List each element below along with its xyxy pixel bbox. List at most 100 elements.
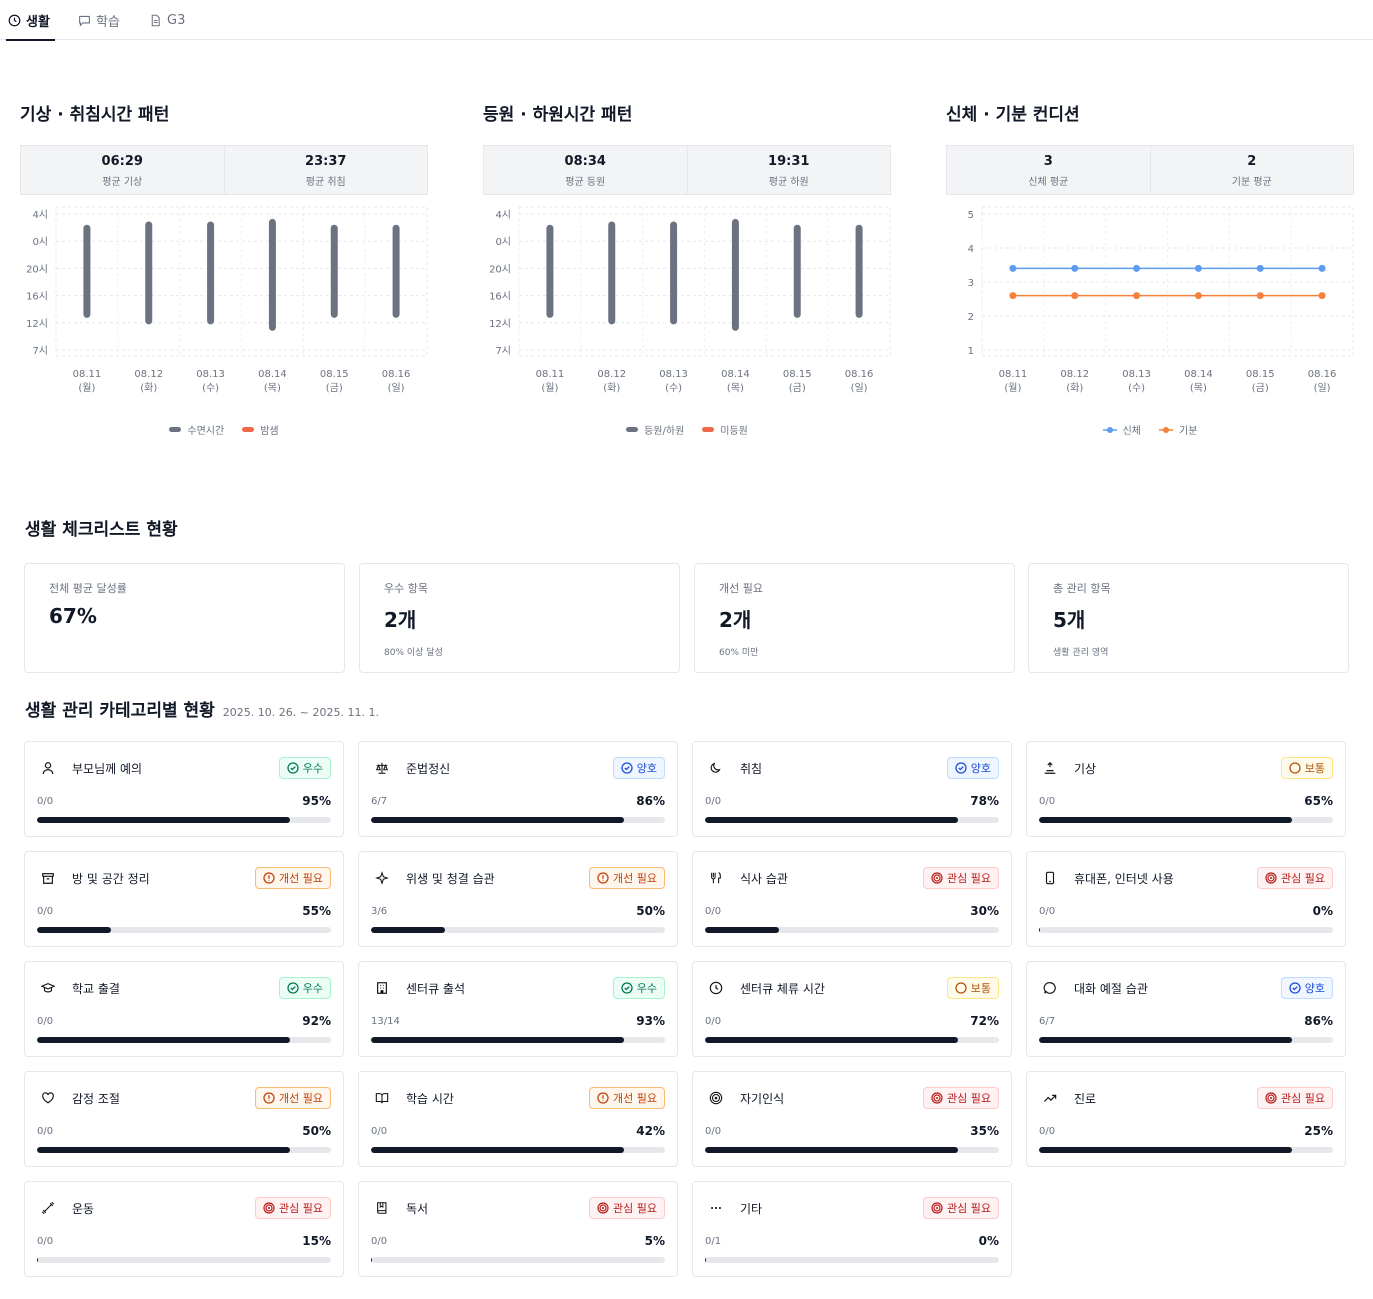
legend-label: 신체	[1122, 426, 1141, 437]
legend-swatch	[242, 427, 255, 432]
condition-chart: 5 4 3 2 1 08.11 (월) 08.12 (화) 08.13 (수) 08.14 (목) 08.…	[968, 206, 1354, 394]
tab-study[interactable]: 학습	[78, 0, 120, 40]
y-tick-label: 3	[968, 278, 974, 289]
category-percent: 55%	[302, 904, 331, 918]
progress-bar	[37, 927, 331, 933]
category-count: 0/0	[1039, 906, 1056, 917]
checklist-title: 생활 체크리스트 현황	[25, 520, 178, 540]
summary-item: 2 기분 평균	[1149, 146, 1354, 194]
category-count: 0/0	[37, 906, 54, 917]
x-tick-label-day: (월)	[78, 382, 95, 394]
data-point	[1194, 292, 1202, 300]
category-card[interactable]: 부모님께 예의 우수 0/0 95%	[24, 741, 344, 837]
x-tick-label: 08.11	[73, 369, 102, 380]
status-label: 관심 필요	[947, 1092, 991, 1105]
category-card[interactable]: 기타 관심 필요 0/1 0%	[692, 1181, 1012, 1277]
check-circle-icon	[287, 982, 299, 994]
data-point	[1133, 264, 1141, 272]
summary-label: 평균 취침	[305, 177, 346, 188]
y-tick-label: 12시	[489, 318, 511, 330]
category-name: 감정 조절	[72, 1092, 120, 1106]
tab-bar: 생활 학습 G3	[0, 0, 1373, 41]
x-tick-label: 08.14	[258, 369, 287, 380]
chart-legend: 수면시간 밤샘	[20, 422, 428, 437]
tab-g3[interactable]: G3	[149, 0, 185, 40]
stat-card-improve: 개선 필요 2개 60% 미만	[694, 563, 1015, 673]
status-badge: 관심 필요	[589, 1197, 665, 1219]
category-card[interactable]: 휴대폰, 인터넷 사용 관심 필요 0/0 0%	[1026, 851, 1346, 947]
phone-icon	[1041, 869, 1059, 887]
category-percent: 50%	[636, 904, 665, 918]
category-name: 자기인식	[740, 1092, 785, 1106]
progress-bar	[1039, 1037, 1333, 1043]
category-count: 0/0	[371, 1236, 388, 1247]
progress-fill	[37, 1037, 290, 1043]
y-tick-label: 7시	[495, 345, 511, 357]
category-name: 진로	[1074, 1092, 1097, 1106]
progress-bar	[1039, 927, 1333, 933]
progress-bar	[371, 1037, 665, 1043]
progress-bar	[1039, 817, 1333, 823]
legend-marker	[1159, 426, 1173, 433]
summary-item: 08:34 평균 등원	[484, 146, 687, 194]
status-label: 관심 필요	[947, 872, 991, 885]
moon-icon	[707, 759, 725, 777]
category-card[interactable]: 기상 보통 0/0 65%	[1026, 741, 1346, 837]
category-card[interactable]: 학교 출결 우수 0/0 92%	[24, 961, 344, 1057]
stat-card-average: 전체 평균 달성률 67%	[24, 563, 345, 673]
category-card[interactable]: 대화 예절 습관 양호 6/7 86%	[1026, 961, 1346, 1057]
progress-fill	[705, 927, 779, 933]
alert-circle-icon	[597, 1092, 609, 1104]
category-name: 부모님께 예의	[72, 762, 143, 776]
summary-item: 3 신체 평균	[947, 146, 1150, 194]
category-percent: 0%	[978, 1234, 999, 1248]
progress-bar	[37, 1257, 331, 1263]
status-label: 관심 필요	[1281, 1092, 1325, 1105]
summary-item: 06:29 평균 기상	[21, 146, 224, 194]
legend-item: 수면시간	[169, 422, 224, 437]
trending-up-icon	[1041, 1089, 1059, 1107]
category-percent: 50%	[302, 1124, 331, 1138]
progress-fill	[371, 1147, 624, 1153]
y-tick-label: 16시	[26, 291, 48, 303]
category-card[interactable]: 방 및 공간 정리 개선 필요 0/0 55%	[24, 851, 344, 947]
summary-box: 3 신체 평균 2 기분 평균	[946, 145, 1354, 195]
stat-sub: 생활 관리 영역	[1053, 648, 1109, 658]
x-tick-label-day: (일)	[388, 382, 405, 394]
category-card[interactable]: 준법정신 양호 6/7 86%	[358, 741, 678, 837]
category-card[interactable]: 감정 조절 개선 필요 0/0 50%	[24, 1071, 344, 1167]
status-badge: 보통	[946, 977, 999, 999]
attendance-chart: 4시 0시 20시 16시 12시 7시 08.11 (월) 08.12 (화) 08.13 (수) 0…	[489, 206, 891, 394]
category-card[interactable]: 위생 및 청결 습관 개선 필요 3/6 50%	[358, 851, 678, 947]
category-name: 휴대폰, 인터넷 사용	[1074, 872, 1174, 886]
category-card[interactable]: 학습 시간 개선 필요 0/0 42%	[358, 1071, 678, 1167]
alert-circle-icon	[263, 872, 275, 884]
category-card[interactable]: 센터큐 체류 시간 보통 0/0 72%	[692, 961, 1012, 1057]
progress-bar	[371, 1257, 665, 1263]
summary-value: 2	[1247, 154, 1257, 169]
category-card[interactable]: 운동 관심 필요 0/0 15%	[24, 1181, 344, 1277]
x-tick-label-day: (월)	[1004, 382, 1021, 394]
y-tick-label: 0시	[495, 236, 511, 248]
progress-fill	[1039, 817, 1292, 823]
category-card[interactable]: 독서 관심 필요 0/0 5%	[358, 1181, 678, 1277]
category-name: 센터큐 출석	[406, 982, 466, 996]
x-tick-label: 08.15	[320, 369, 349, 380]
category-card[interactable]: 식사 습관 관심 필요 0/0 30%	[692, 851, 1012, 947]
category-card[interactable]: 센터큐 출석 우수 13/14 93%	[358, 961, 678, 1057]
category-name: 운동	[72, 1202, 95, 1216]
category-card[interactable]: 자기인식 관심 필요 0/0 35%	[692, 1071, 1012, 1167]
legend-item: 등원/하원	[626, 422, 684, 437]
tab-life[interactable]: 생활	[6, 0, 55, 41]
category-percent: 30%	[970, 904, 999, 918]
category-count: 3/6	[371, 906, 388, 917]
legend-label: 기분	[1179, 426, 1198, 437]
progress-fill	[37, 927, 111, 933]
category-percent: 86%	[1304, 1014, 1333, 1028]
stat-sub: 60% 미만	[719, 648, 759, 658]
x-tick-label-day: (화)	[140, 382, 157, 394]
category-card[interactable]: 취침 양호 0/0 78%	[692, 741, 1012, 837]
category-card[interactable]: 진로 관심 필요 0/0 25%	[1026, 1071, 1346, 1167]
category-percent: 92%	[302, 1014, 331, 1028]
status-badge: 관심 필요	[923, 867, 999, 889]
